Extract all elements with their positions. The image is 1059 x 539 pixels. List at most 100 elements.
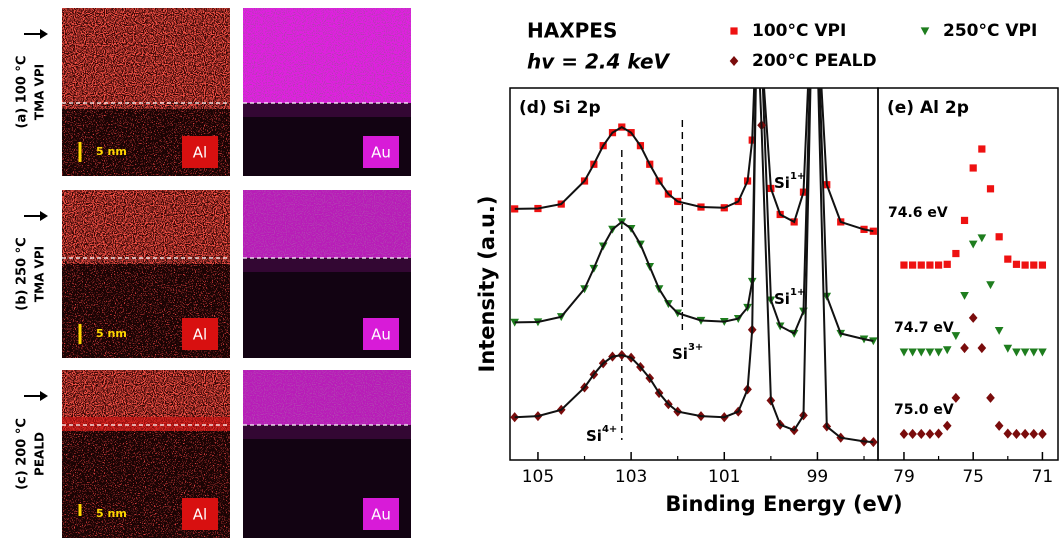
x-tick-label: 79 xyxy=(893,467,915,487)
marker xyxy=(813,10,822,18)
marker xyxy=(926,349,935,357)
row-sublabel: TMA VPI xyxy=(33,64,47,120)
marker xyxy=(1038,349,1047,357)
marker xyxy=(969,241,978,249)
marker xyxy=(1021,349,1030,357)
row-sublabel: PEALD xyxy=(33,432,47,476)
row-label: (a) 100 °C xyxy=(15,56,30,129)
marker xyxy=(1029,429,1038,439)
marker xyxy=(926,261,933,268)
legend-label: 100°C VPI xyxy=(752,21,846,41)
x-tick-label: 75 xyxy=(962,467,984,487)
data-area xyxy=(900,145,1047,439)
marker xyxy=(753,10,762,18)
marker xyxy=(909,261,916,268)
marker xyxy=(960,292,969,300)
scale-bar-label: 5 nm xyxy=(96,327,127,340)
legend-marker xyxy=(921,27,930,35)
map-speckle-low xyxy=(243,103,411,117)
annotation: Si4+ xyxy=(586,424,617,445)
marker xyxy=(753,10,760,17)
marker xyxy=(987,185,994,192)
arrow-head xyxy=(40,29,48,39)
marker xyxy=(995,327,1004,335)
annotation-text: Si xyxy=(774,174,790,192)
marker xyxy=(961,217,968,224)
legend-label: 200°C PEALD xyxy=(752,51,877,71)
panel-title: (e) Al 2p xyxy=(887,98,969,118)
marker xyxy=(1030,261,1037,268)
marker xyxy=(1029,349,1038,357)
marker xyxy=(1021,429,1030,439)
figure: (a) 100 °CTMA VPIAlAu5 nm(b) 250 °CTMA V… xyxy=(0,0,1059,539)
element-label: Al xyxy=(193,506,207,524)
row-sublabel: TMA VPI xyxy=(33,246,47,302)
marker xyxy=(917,349,926,357)
arrow-head xyxy=(40,211,48,221)
annotation-text: Si xyxy=(774,290,790,308)
map-speckle xyxy=(62,8,230,109)
marker xyxy=(986,281,995,289)
marker xyxy=(1012,349,1021,357)
x-axis-label: Binding Energy (eV) xyxy=(665,492,902,516)
annotation-sup: 1+ xyxy=(790,171,805,182)
interface-band xyxy=(62,417,230,431)
marker xyxy=(943,346,952,354)
marker xyxy=(944,261,951,268)
marker xyxy=(908,429,917,439)
panel: (d) Si 2p 105 103 101 99 Binding Energy (eV) I… xyxy=(475,0,1037,516)
annotation-text: Si xyxy=(586,427,602,445)
legend-subtitle: hv = 2.4 keV xyxy=(527,50,671,74)
marker xyxy=(1012,429,1021,439)
element-label: Al xyxy=(193,144,207,162)
marker xyxy=(918,261,925,268)
arrow-head xyxy=(40,391,48,401)
marker xyxy=(1003,345,1012,353)
peak-label: 75.0 eV xyxy=(894,402,954,418)
marker xyxy=(1038,429,1047,439)
map-speckle xyxy=(243,8,411,103)
annotation-text: Si xyxy=(672,345,688,363)
marker xyxy=(960,343,969,353)
annotation: Si1+ xyxy=(774,171,805,192)
marker xyxy=(1003,429,1012,439)
x-tick-label: 99 xyxy=(807,467,829,487)
annotation-sup: 3+ xyxy=(688,342,703,353)
marker xyxy=(900,429,909,439)
marker xyxy=(1004,256,1011,263)
x-tick-label: 103 xyxy=(615,467,647,487)
x-tick-label: 101 xyxy=(708,467,740,487)
marker xyxy=(934,429,943,439)
legend-marker xyxy=(730,27,737,34)
y-axis-label: Intensity (a.u.) xyxy=(475,195,499,372)
peak-label: 74.7 eV xyxy=(894,320,954,336)
marker xyxy=(978,145,985,152)
map-speckle-low xyxy=(243,258,411,272)
panel-title: (d) Si 2p xyxy=(519,98,601,118)
marker xyxy=(900,349,909,357)
element-label: Au xyxy=(371,506,391,524)
marker xyxy=(986,393,995,403)
element-label: Al xyxy=(193,326,207,344)
legend-title: HAXPES xyxy=(527,19,617,43)
marker xyxy=(917,429,926,439)
marker xyxy=(1013,261,1020,268)
marker xyxy=(935,261,942,268)
marker xyxy=(908,349,917,357)
marker xyxy=(996,233,1003,240)
spectra: (d) Si 2p 105 103 101 99 Binding Energy (eV) I… xyxy=(475,0,1058,516)
legend-marker xyxy=(730,56,739,66)
annotation: Si3+ xyxy=(672,342,703,363)
x-tick-label: 105 xyxy=(522,467,554,487)
marker xyxy=(934,349,943,357)
marker xyxy=(978,234,987,242)
map-speckle xyxy=(243,190,411,258)
map-speckle-low xyxy=(243,425,411,439)
marker xyxy=(970,164,977,171)
scale-bar-label: 5 nm xyxy=(96,145,127,158)
marker xyxy=(1039,261,1046,268)
peak-label: 74.6 eV xyxy=(888,205,948,221)
legend-label: 250°C VPI xyxy=(943,21,1037,41)
